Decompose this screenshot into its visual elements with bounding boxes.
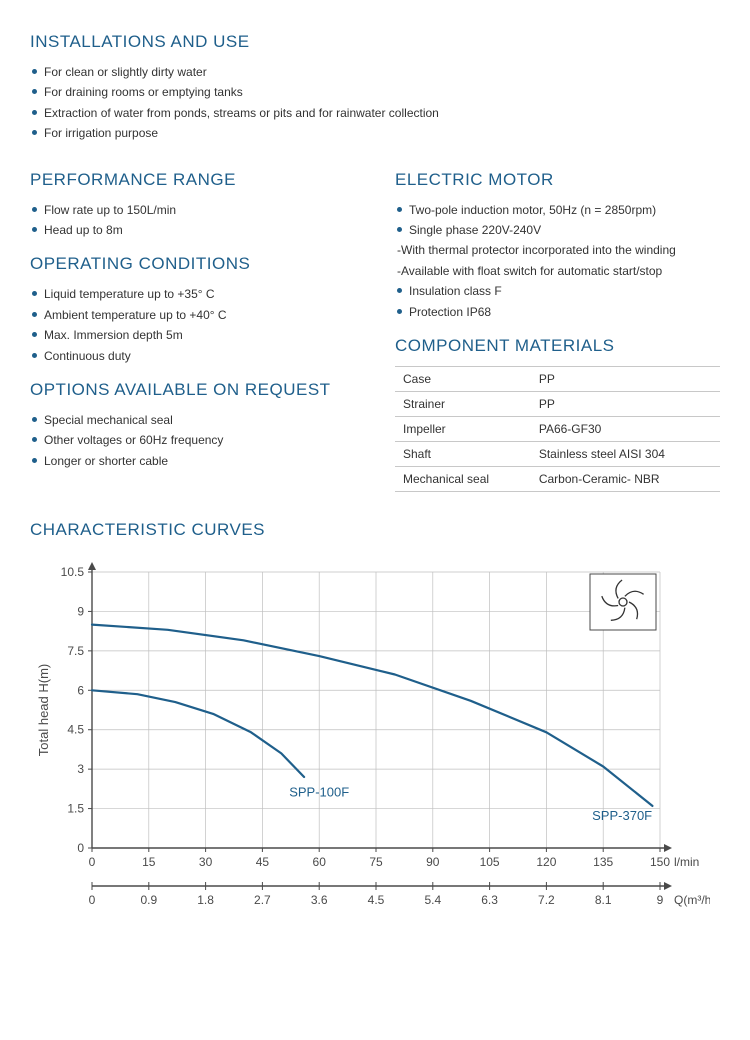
list-item: For irrigation purpose (32, 123, 720, 143)
svg-text:SPP-100F: SPP-100F (289, 784, 349, 799)
materials-table: CasePP StrainerPP ImpellerPA66-GF30 Shaf… (395, 366, 720, 492)
section-title-installations: INSTALLATIONS AND USE (30, 32, 720, 52)
svg-text:3.6: 3.6 (311, 893, 328, 907)
svg-text:9: 9 (77, 604, 84, 618)
cell: Shaft (395, 441, 531, 466)
svg-text:75: 75 (369, 855, 383, 869)
installations-list: For clean or slightly dirty water For dr… (30, 62, 720, 144)
svg-text:4.5: 4.5 (368, 893, 385, 907)
operating-list: Liquid temperature up to +35° C Ambient … (30, 284, 355, 366)
list-item: Extraction of water from ponds, streams … (32, 103, 720, 123)
svg-text:6: 6 (77, 683, 84, 697)
svg-text:9: 9 (657, 893, 664, 907)
svg-text:4.5: 4.5 (67, 723, 84, 737)
cell: PP (531, 391, 720, 416)
list-item: Ambient temperature up to +40° C (32, 305, 355, 325)
svg-text:0: 0 (89, 855, 96, 869)
list-item: Liquid temperature up to +35° C (32, 284, 355, 304)
cell: Impeller (395, 416, 531, 441)
options-list: Special mechanical seal Other voltages o… (30, 410, 355, 471)
svg-text:5.4: 5.4 (424, 893, 441, 907)
svg-text:45: 45 (256, 855, 270, 869)
svg-text:l/min: l/min (674, 855, 699, 869)
svg-text:3: 3 (77, 762, 84, 776)
section-title-motor: ELECTRIC MOTOR (395, 170, 720, 190)
section-title-materials: COMPONENT MATERIALS (395, 336, 720, 356)
svg-text:8.1: 8.1 (595, 893, 612, 907)
left-column: PERFORMANCE RANGE Flow rate up to 150L/m… (30, 158, 355, 492)
characteristic-curves-chart: 0 1.5 3 4.5 6 7.5 9 10.5 Total head H(m) 0 15 30 45 6… (30, 558, 720, 918)
cell: Case (395, 366, 531, 391)
svg-text:7.2: 7.2 (538, 893, 555, 907)
chart-svg: 0 1.5 3 4.5 6 7.5 9 10.5 Total head H(m) 0 15 30 45 6… (30, 558, 710, 918)
list-item: For draining rooms or emptying tanks (32, 82, 720, 102)
svg-text:1.5: 1.5 (67, 801, 84, 815)
svg-text:Q(m³/h): Q(m³/h) (674, 893, 710, 907)
svg-text:135: 135 (593, 855, 613, 869)
cell: Carbon-Ceramic- NBR (531, 466, 720, 491)
section-title-options: OPTIONS AVAILABLE ON REQUEST (30, 380, 355, 400)
list-item: Flow rate up to 150L/min (32, 200, 355, 220)
svg-text:120: 120 (536, 855, 556, 869)
svg-text:6.3: 6.3 (481, 893, 498, 907)
cell: PP (531, 366, 720, 391)
list-item: -With thermal protector incorporated int… (397, 240, 720, 260)
svg-text:150: 150 (650, 855, 670, 869)
svg-text:SPP-370F: SPP-370F (592, 808, 652, 823)
motor-list: Two-pole induction motor, 50Hz (n = 2850… (395, 200, 720, 322)
cell: Mechanical seal (395, 466, 531, 491)
svg-text:Total head H(m): Total head H(m) (36, 664, 51, 756)
svg-text:15: 15 (142, 855, 156, 869)
list-item: -Available with float switch for automat… (397, 261, 720, 281)
section-title-performance: PERFORMANCE RANGE (30, 170, 355, 190)
cell: Stainless steel AISI 304 (531, 441, 720, 466)
svg-text:1.8: 1.8 (197, 893, 214, 907)
svg-text:7.5: 7.5 (67, 644, 84, 658)
performance-list: Flow rate up to 150L/min Head up to 8m (30, 200, 355, 241)
list-item: Protection IP68 (397, 302, 720, 322)
svg-text:30: 30 (199, 855, 213, 869)
svg-text:0: 0 (77, 841, 84, 855)
list-item: Single phase 220V-240V (397, 220, 720, 240)
section-title-curves: CHARACTERISTIC CURVES (30, 520, 720, 540)
table-row: CasePP (395, 366, 720, 391)
svg-text:90: 90 (426, 855, 440, 869)
table-row: Mechanical sealCarbon-Ceramic- NBR (395, 466, 720, 491)
list-item: Head up to 8m (32, 220, 355, 240)
list-item: Insulation class F (397, 281, 720, 301)
svg-text:60: 60 (313, 855, 327, 869)
svg-text:10.5: 10.5 (61, 565, 85, 579)
list-item: Two-pole induction motor, 50Hz (n = 2850… (397, 200, 720, 220)
list-item: Longer or shorter cable (32, 451, 355, 471)
table-row: ShaftStainless steel AISI 304 (395, 441, 720, 466)
table-row: ImpellerPA66-GF30 (395, 416, 720, 441)
cell: PA66-GF30 (531, 416, 720, 441)
list-item: Max. Immersion depth 5m (32, 325, 355, 345)
right-column: ELECTRIC MOTOR Two-pole induction motor,… (395, 158, 720, 492)
list-item: Continuous duty (32, 346, 355, 366)
svg-text:105: 105 (480, 855, 500, 869)
svg-text:0: 0 (89, 893, 96, 907)
section-title-operating: OPERATING CONDITIONS (30, 254, 355, 274)
svg-text:0.9: 0.9 (140, 893, 157, 907)
list-item: Special mechanical seal (32, 410, 355, 430)
table-row: StrainerPP (395, 391, 720, 416)
list-item: Other voltages or 60Hz frequency (32, 430, 355, 450)
list-item: For clean or slightly dirty water (32, 62, 720, 82)
cell: Strainer (395, 391, 531, 416)
svg-text:2.7: 2.7 (254, 893, 271, 907)
